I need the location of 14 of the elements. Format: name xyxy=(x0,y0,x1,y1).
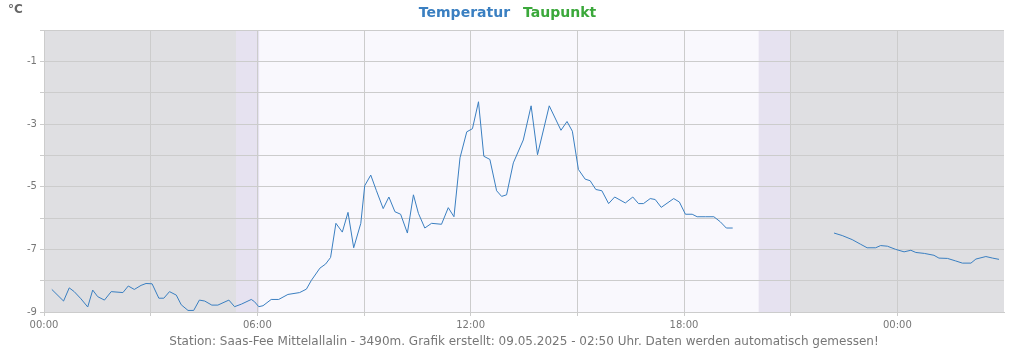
y-tick-label: -7 xyxy=(27,242,37,254)
x-tick-label: 00:00 xyxy=(882,318,912,330)
text: Station: Saas-Fee Mittelallalin - 3490m. Grafik erstellt: 09.05.2025 - 02:50 Uhr. Daten werden automatisch gemessen! xyxy=(169,334,879,349)
y-tick-label: -9 xyxy=(27,305,37,317)
x-tick-label: 18:00 xyxy=(669,318,699,330)
x-tick-label: 12:00 xyxy=(456,318,486,330)
x-tick-label: 06:00 xyxy=(242,318,272,330)
y-tick-label: -1 xyxy=(27,54,37,66)
legend-label: Taupunkt xyxy=(523,3,597,20)
y-tick-label: -5 xyxy=(27,180,37,192)
y-axis-title: °C xyxy=(8,2,23,17)
text: Temperatur xyxy=(418,3,511,20)
y-tick-label: -3 xyxy=(27,117,37,129)
x-tick-label: 00:00 xyxy=(29,318,59,330)
